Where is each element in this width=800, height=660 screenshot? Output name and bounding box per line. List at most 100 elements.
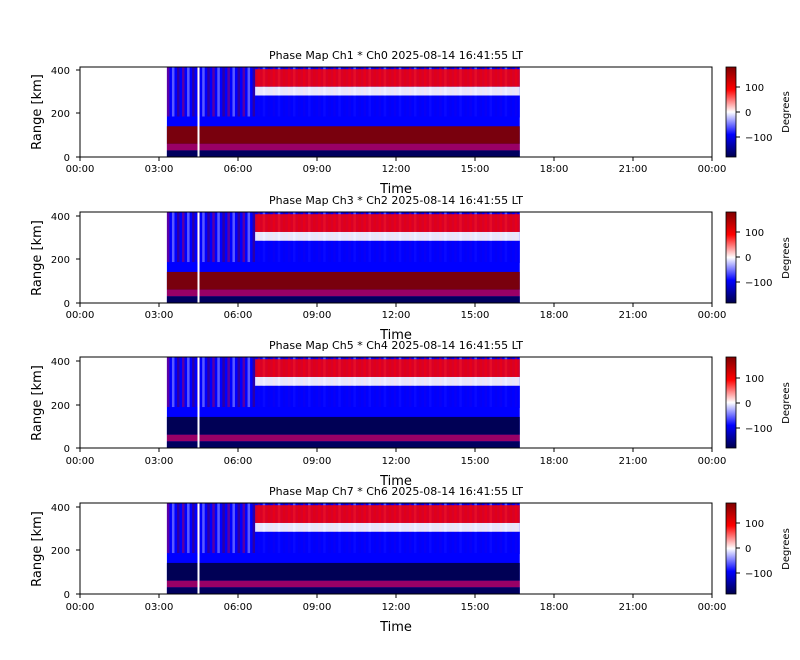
- heatmap-speckle: [242, 212, 246, 263]
- heatmap-speckle: [252, 357, 256, 408]
- heatmap-speckle: [207, 212, 210, 263]
- heatmap-speckle: [217, 67, 220, 117]
- heatmap-speckle: [176, 212, 180, 263]
- heatmap-gap-line: [197, 212, 200, 303]
- x-tick-label: 03:00: [145, 164, 174, 175]
- heatmap-speckle: [237, 67, 240, 117]
- heatmap-strip: [166, 143, 520, 151]
- x-tick-label: 06:00: [224, 456, 253, 467]
- colorbar-tick-label: −100: [745, 569, 772, 580]
- x-tick-label: 00:00: [698, 602, 727, 613]
- y-tick-label: 0: [64, 444, 70, 455]
- heatmap-speckle: [242, 67, 246, 117]
- colorbar-gradient-2: [725, 211, 737, 304]
- x-tick-label: 06:00: [224, 164, 253, 175]
- colorbar-tick-label: 100: [745, 519, 764, 530]
- heatmap-speckle: [171, 212, 175, 263]
- y-axis-1: 0 200 400 Range [km]: [30, 66, 80, 164]
- x-tick-label: 15:00: [461, 456, 490, 467]
- colorbar-tick-label: 100: [745, 228, 764, 239]
- heatmap-speckle: [232, 503, 235, 554]
- x-tick-label: 21:00: [619, 164, 648, 175]
- heatmap-speckle: [212, 67, 215, 117]
- x-tick-label: 09:00: [303, 456, 332, 467]
- y-axis-label-3: Range [km]: [30, 365, 45, 441]
- heatmap-lower-band: [166, 126, 520, 144]
- x-tick-label: 21:00: [619, 310, 648, 321]
- x-tick-label: 15:00: [461, 310, 490, 321]
- y-tick-label: 0: [64, 299, 70, 310]
- heatmap-speckle: [192, 67, 195, 117]
- chart-panel-2: Phase Map Ch3 * Ch2 2025-08-14 16:41:55 …: [30, 194, 792, 343]
- heatmap-speckle: [207, 357, 210, 408]
- colorbar-gradient-1: [725, 66, 737, 158]
- colorbar-tick-label: −100: [745, 133, 772, 144]
- x-tick-label: 00:00: [66, 310, 95, 321]
- heatmap-bottom: [166, 587, 520, 594]
- heatmap-speckle: [176, 357, 180, 408]
- heatmap-speckle: [176, 67, 180, 117]
- heatmap-speckle: [237, 212, 240, 263]
- heatmap-1: [166, 67, 520, 157]
- heatmap-speckle: [237, 503, 240, 554]
- heatmap-speckle: [202, 67, 205, 117]
- chart-title-4: Phase Map Ch7 * Ch6 2025-08-14 16:41:55 …: [269, 485, 523, 498]
- x-axis-label-3: Time: [379, 474, 412, 489]
- x-tick-label: 12:00: [382, 456, 411, 467]
- heatmap-bottom: [166, 150, 520, 157]
- x-tick-label: 00:00: [698, 164, 727, 175]
- heatmap-speckle: [217, 357, 220, 408]
- heatmap-speckle: [187, 503, 190, 554]
- x-tick-label: 03:00: [145, 310, 174, 321]
- x-tick-label: 06:00: [224, 310, 253, 321]
- colorbar-tick-label: 100: [745, 83, 764, 94]
- x-tick-label: 09:00: [303, 164, 332, 175]
- heatmap-band-blue: [255, 95, 520, 118]
- colorbar-label-3: Degrees: [781, 382, 792, 424]
- chart-title-1: Phase Map Ch1 * Ch0 2025-08-14 16:41:55 …: [269, 49, 523, 62]
- y-tick-label: 200: [51, 546, 70, 557]
- colorbar-tick-label: 0: [745, 253, 751, 264]
- heatmap-speckle: [227, 357, 230, 408]
- heatmap-speckle: [212, 357, 215, 408]
- y-axis-label-1: Range [km]: [30, 74, 45, 150]
- heatmap-gap-line: [197, 357, 200, 448]
- chart-panel-4: Phase Map Ch7 * Ch6 2025-08-14 16:41:55 …: [30, 485, 792, 635]
- x-tick-label: 12:00: [382, 602, 411, 613]
- colorbar-label-2: Degrees: [781, 237, 792, 279]
- heatmap-lower-band: [166, 416, 520, 435]
- y-tick-label: 200: [51, 109, 70, 120]
- heatmap-speckle: [222, 357, 225, 408]
- heatmap-speckle: [232, 357, 235, 408]
- y-axis-label-2: Range [km]: [30, 220, 45, 296]
- heatmap-speckle: [187, 67, 190, 117]
- heatmap-speckle: [232, 67, 235, 117]
- heatmap-strip: [166, 434, 520, 442]
- colorbar-tick-label: 0: [745, 399, 751, 410]
- x-tick-label: 00:00: [66, 164, 95, 175]
- y-tick-label: 200: [51, 401, 70, 412]
- heatmap-3: [166, 357, 520, 448]
- heatmap-speckle: [212, 503, 215, 554]
- heatmap-speckle: [187, 212, 190, 263]
- heatmap-speckle: [171, 357, 175, 408]
- heatmap-band-red: [255, 505, 520, 523]
- heatmap-speckle: [217, 503, 220, 554]
- heatmap-speckle: [247, 212, 251, 263]
- heatmap-speckle: [212, 212, 215, 263]
- x-axis-label-1: Time: [379, 182, 412, 197]
- heatmap-speckle: [171, 67, 175, 117]
- x-axis-label-2: Time: [379, 328, 412, 343]
- x-tick-label: 06:00: [224, 602, 253, 613]
- x-tick-label: 18:00: [540, 164, 569, 175]
- heatmap-2: [166, 212, 520, 303]
- x-axis-4: 00:00 03:00 06:00 09:00 12:00 15:00 18:0…: [66, 594, 727, 635]
- heatmap-speckle: [207, 67, 210, 117]
- heatmap-gap-line: [197, 503, 200, 594]
- heatmap-speckle: [242, 503, 246, 554]
- heatmap-speckle: [176, 503, 180, 554]
- x-tick-label: 00:00: [698, 310, 727, 321]
- heatmap-speckle: [192, 357, 195, 408]
- y-axis-3: 0 200 400 Range [km]: [30, 357, 80, 455]
